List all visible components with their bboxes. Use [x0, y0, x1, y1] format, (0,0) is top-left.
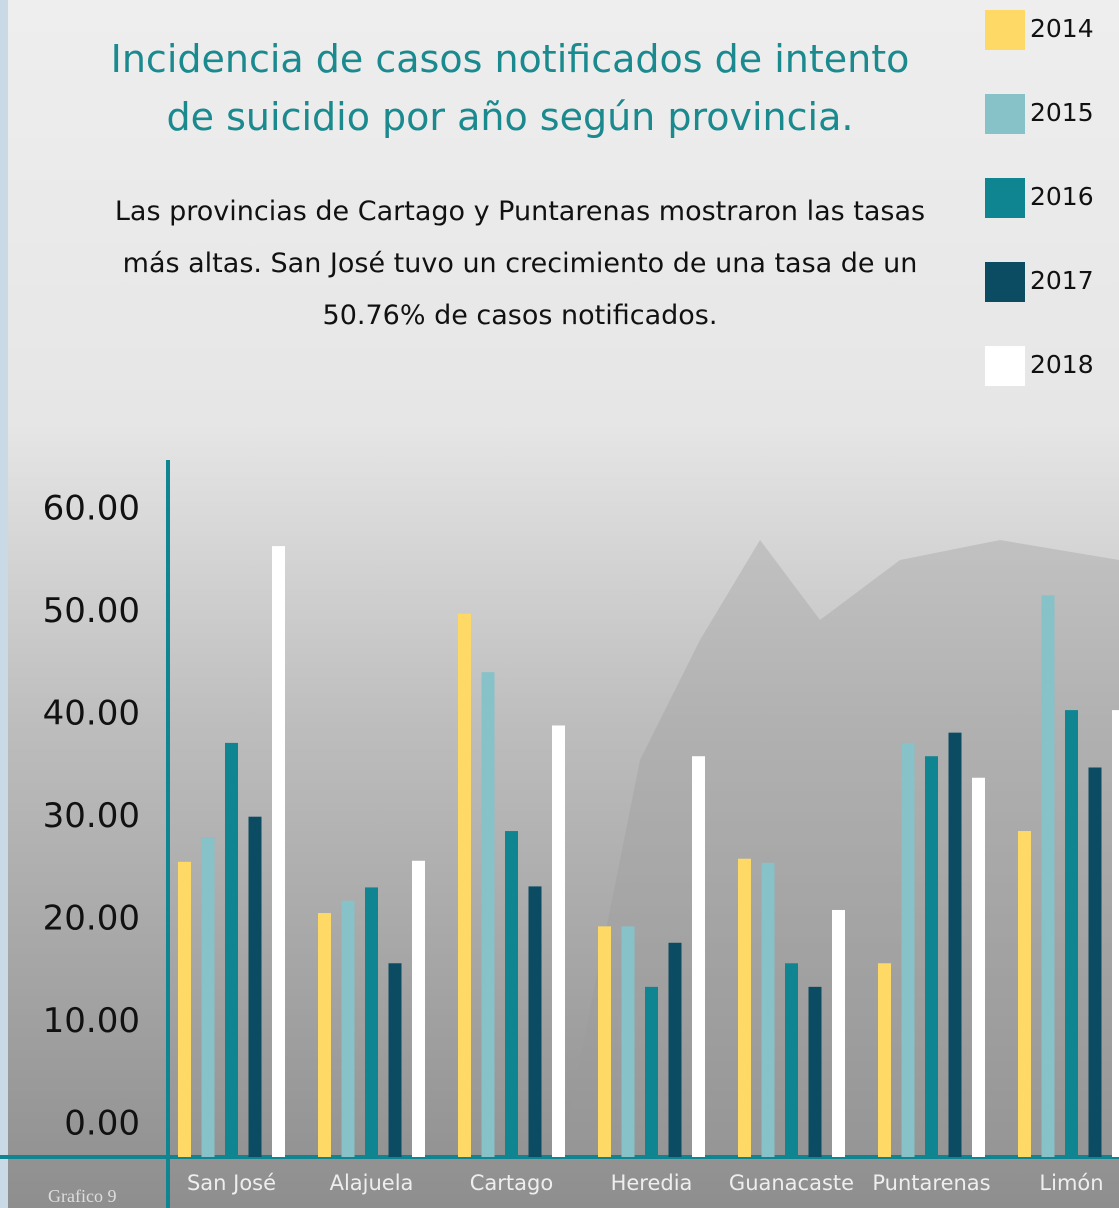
x-tick-label: Guanacaste — [729, 1171, 854, 1195]
bar — [481, 672, 495, 1157]
bar — [528, 886, 542, 1157]
bar — [272, 546, 285, 1157]
bar — [972, 777, 985, 1157]
y-tick-label: 40.00 — [43, 694, 140, 734]
bar — [552, 725, 565, 1157]
bar — [738, 858, 751, 1157]
y-tick-label: 30.00 — [43, 796, 140, 836]
bar — [1041, 595, 1055, 1157]
y-tick-label: 50.00 — [43, 591, 140, 631]
bar — [225, 742, 238, 1157]
bar — [505, 831, 518, 1157]
legend-swatch — [985, 94, 1025, 134]
y-tick-label: 60.00 — [43, 489, 140, 529]
bar — [1065, 710, 1078, 1157]
bar — [412, 860, 425, 1157]
bar — [248, 816, 262, 1157]
caption: Grafico 9 — [48, 1186, 116, 1206]
edge — [0, 0, 8, 1208]
y-tick-label: 0.00 — [64, 1104, 140, 1144]
legend-label: 2017 — [1030, 266, 1094, 295]
legend-swatch — [985, 178, 1025, 218]
bar — [832, 909, 845, 1157]
x-tick-label: San José — [187, 1171, 276, 1195]
bar — [948, 732, 962, 1157]
bar — [1112, 710, 1119, 1157]
bar — [365, 887, 378, 1157]
bar — [1018, 831, 1031, 1157]
y-tick-label: 20.00 — [43, 899, 140, 939]
chart-title: Incidencia de casos notificados de inten… — [110, 37, 910, 139]
x-tick-label: Limón — [1039, 1171, 1103, 1195]
legend-label: 2016 — [1030, 182, 1094, 211]
bar — [621, 926, 635, 1157]
legend-swatch — [985, 10, 1025, 50]
bar — [785, 963, 798, 1157]
bar — [598, 926, 611, 1157]
bar — [178, 861, 191, 1157]
bar — [761, 862, 775, 1157]
x-tick-label: Puntarenas — [872, 1171, 990, 1195]
bar — [1088, 767, 1102, 1157]
x-tick-label: Heredia — [611, 1171, 693, 1195]
bar — [808, 986, 822, 1157]
bar — [925, 756, 938, 1157]
subtitle: Las provincias de Cartago y Puntarenas m… — [114, 196, 926, 331]
y-tick-label: 10.00 — [43, 1001, 140, 1041]
bar — [388, 963, 402, 1157]
bar — [201, 837, 215, 1157]
legend-label: 2014 — [1030, 14, 1094, 43]
x-tick-label: Alajuela — [330, 1171, 414, 1195]
bar — [341, 900, 355, 1157]
legend-label: 2015 — [1030, 98, 1094, 127]
legend-swatch — [985, 346, 1025, 386]
bar — [458, 613, 471, 1157]
bar — [901, 742, 915, 1157]
bar — [318, 913, 331, 1157]
bar — [692, 756, 705, 1157]
legend-swatch — [985, 262, 1025, 302]
bar — [645, 986, 658, 1157]
x-tick-label: Cartago — [470, 1171, 553, 1195]
bar — [668, 942, 682, 1157]
legend-label: 2018 — [1030, 350, 1094, 379]
bar — [878, 963, 891, 1157]
